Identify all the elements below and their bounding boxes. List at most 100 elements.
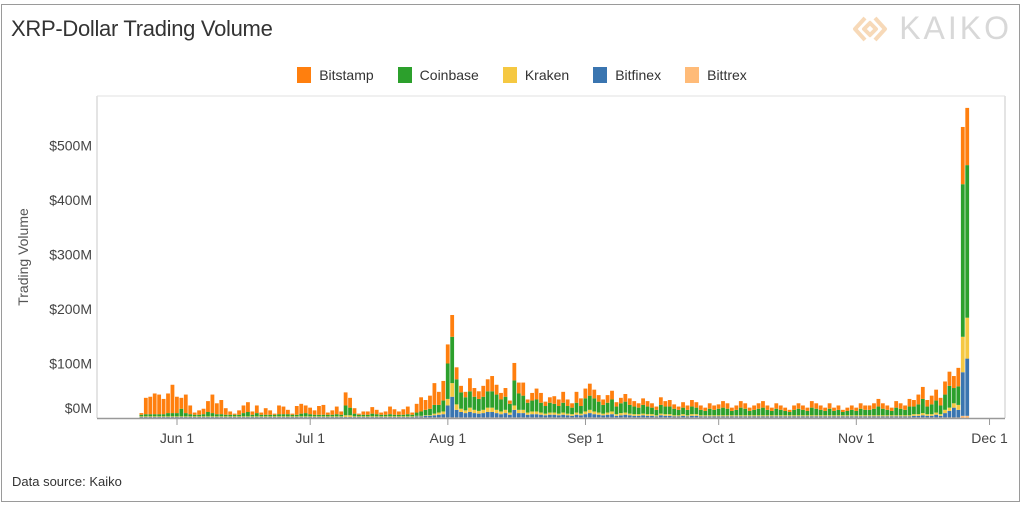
bar-bitfinex[interactable] [410, 416, 415, 418]
bar-kraken[interactable] [139, 416, 144, 417]
bar-bitfinex[interactable] [219, 416, 224, 418]
bar-bitfinex[interactable] [401, 416, 406, 418]
bar-coinbase[interactable] [428, 408, 432, 416]
bar-kraken[interactable] [321, 416, 326, 417]
bar-kraken[interactable] [952, 403, 956, 408]
bar-bittrex[interactable] [938, 417, 943, 418]
bar-kraken[interactable] [610, 411, 614, 415]
bar-kraken[interactable] [330, 416, 335, 417]
bar-kraken[interactable] [960, 336, 965, 373]
bar-bittrex[interactable] [170, 417, 175, 418]
bar-bitstamp[interactable] [490, 376, 495, 392]
bar-bittrex[interactable] [175, 417, 179, 418]
bar-coinbase[interactable] [450, 336, 455, 384]
bar-bitstamp[interactable] [587, 383, 592, 396]
bar-bitfinex[interactable] [414, 416, 419, 418]
bar-bitstamp[interactable] [747, 407, 752, 411]
bar-coinbase[interactable] [952, 388, 956, 404]
bar-bittrex[interactable] [694, 417, 699, 418]
bar-kraken[interactable] [898, 415, 903, 417]
bar-kraken[interactable] [636, 414, 641, 416]
bar-bitfinex[interactable] [370, 416, 375, 418]
bar-bitfinex[interactable] [743, 416, 748, 418]
bar-bittrex[interactable] [530, 417, 534, 418]
bar-kraken[interactable] [783, 415, 788, 417]
bar-bitfinex[interactable] [654, 416, 659, 418]
bar-bitfinex[interactable] [148, 416, 153, 418]
bar-bitfinex[interactable] [645, 415, 650, 418]
bar-bitstamp[interactable] [845, 407, 850, 411]
bar-bitfinex[interactable] [889, 416, 894, 418]
bar-bittrex[interactable] [365, 417, 370, 418]
bar-bitstamp[interactable] [143, 397, 148, 415]
bar-coinbase[interactable] [685, 409, 690, 416]
bar-kraken[interactable] [210, 416, 215, 417]
bar-coinbase[interactable] [512, 380, 517, 406]
bar-coinbase[interactable] [454, 379, 459, 405]
bar-kraken[interactable] [778, 415, 783, 417]
bar-bitfinex[interactable] [774, 416, 779, 418]
bar-bitstamp[interactable] [468, 378, 472, 392]
bar-bitstamp[interactable] [374, 409, 379, 415]
bar-coinbase[interactable] [241, 413, 246, 417]
bar-coinbase[interactable] [223, 414, 228, 417]
bar-kraken[interactable] [259, 416, 264, 417]
bar-bittrex[interactable] [281, 417, 286, 418]
bar-coinbase[interactable] [827, 408, 832, 416]
bar-coinbase[interactable] [898, 408, 903, 416]
bar-bitfinex[interactable] [277, 416, 281, 418]
bar-kraken[interactable] [419, 415, 423, 417]
bar-bitfinex[interactable] [445, 405, 450, 418]
bar-bitstamp[interactable] [161, 398, 166, 415]
bar-bittrex[interactable] [827, 417, 832, 418]
bar-kraken[interactable] [943, 409, 947, 414]
bar-bittrex[interactable] [925, 417, 930, 418]
bar-kraken[interactable] [503, 409, 508, 414]
bar-kraken[interactable] [286, 416, 290, 417]
bar-bitstamp[interactable] [303, 405, 308, 414]
bar-bitstamp[interactable] [920, 386, 925, 399]
bar-bitfinex[interactable] [490, 412, 495, 418]
bar-bitstamp[interactable] [570, 403, 574, 408]
bar-bitfinex[interactable] [552, 414, 557, 418]
bar-bitfinex[interactable] [321, 416, 326, 418]
bar-coinbase[interactable] [161, 414, 166, 417]
bar-coinbase[interactable] [601, 404, 606, 414]
bar-coinbase[interactable] [956, 386, 961, 405]
bar-bitfinex[interactable] [450, 396, 455, 418]
bar-kraken[interactable] [734, 415, 739, 417]
bar-bitfinex[interactable] [281, 416, 286, 418]
bar-coinbase[interactable] [743, 408, 748, 416]
bar-kraken[interactable] [543, 413, 548, 416]
bar-coinbase[interactable] [539, 402, 543, 413]
bar-kraken[interactable] [312, 416, 317, 417]
bar-coinbase[interactable] [836, 409, 841, 416]
bar-bittrex[interactable] [650, 417, 654, 418]
bar-bitfinex[interactable] [197, 416, 201, 418]
bar-kraken[interactable] [743, 415, 748, 417]
bar-coinbase[interactable] [663, 406, 668, 415]
bar-coinbase[interactable] [250, 414, 255, 417]
bar-bitstamp[interactable] [894, 401, 899, 408]
bar-bitstamp[interactable] [601, 399, 606, 405]
bar-bitstamp[interactable] [943, 381, 947, 395]
bar-coinbase[interactable] [192, 414, 197, 417]
bar-bitstamp[interactable] [596, 395, 601, 402]
bar-bittrex[interactable] [508, 417, 512, 418]
bar-bitstamp[interactable] [259, 412, 264, 415]
bar-bitstamp[interactable] [676, 406, 681, 410]
bar-bittrex[interactable] [690, 417, 694, 418]
bar-kraken[interactable] [792, 415, 796, 417]
bar-bitstamp[interactable] [738, 401, 743, 408]
bar-bittrex[interactable] [716, 417, 721, 418]
bar-kraken[interactable] [690, 414, 694, 416]
legend-item-bitstamp[interactable]: Bitstamp [297, 67, 374, 83]
bar-bitstamp[interactable] [206, 401, 210, 413]
bar-coinbase[interactable] [796, 408, 801, 416]
bar-bitfinex[interactable] [925, 415, 930, 418]
bar-bitfinex[interactable] [632, 415, 637, 418]
bar-bitfinex[interactable] [854, 416, 859, 418]
bar-bitstamp[interactable] [938, 397, 943, 406]
bar-kraken[interactable] [436, 412, 441, 415]
bar-bitfinex[interactable] [210, 416, 215, 418]
